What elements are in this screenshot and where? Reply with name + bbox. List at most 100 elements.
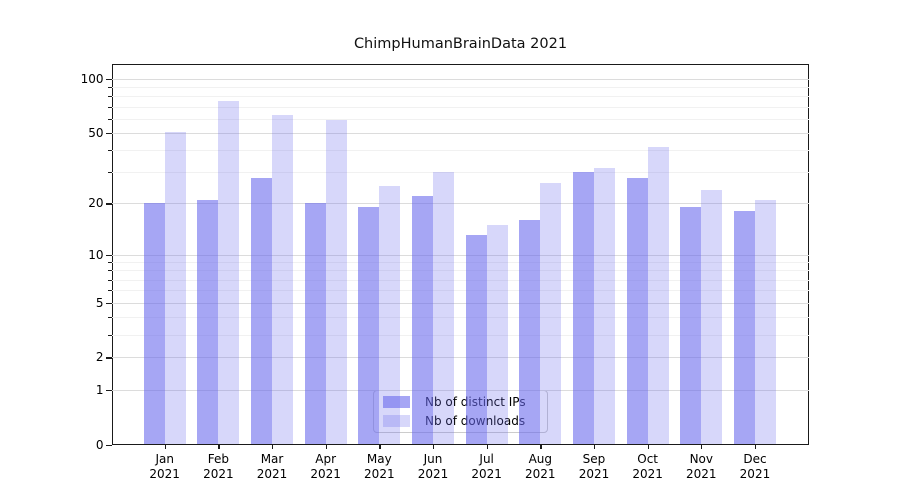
x-tick-label: Nov 2021 [686,451,717,482]
bar-nb-of-downloads-jan [164,131,186,445]
y-minor-tick [108,87,112,89]
gridline-major [111,254,809,256]
x-tick [218,444,220,449]
bar-nb-of-downloads-nov [701,189,723,445]
bar-nb-of-distinct-ips-sep [572,172,594,445]
x-tick [540,444,542,449]
y-minor-tick [108,106,112,108]
x-tick-label: Mar 2021 [256,451,288,482]
y-tick-label: 20 [88,196,104,211]
gridline-minor [111,334,809,336]
bar-nb-of-distinct-ips-jun [412,196,433,445]
bar-nb-of-distinct-ips-oct [626,177,648,445]
x-tick [486,444,488,449]
y-minor-tick [108,317,112,318]
x-tick-label: Apr 2021 [310,451,341,482]
gridline-major [111,133,809,135]
x-tick [593,444,596,449]
x-tick [701,444,703,449]
x-tick [272,444,274,449]
bar-nb-of-distinct-ips-jul [465,235,487,445]
x-tick-label: Dec 2021 [739,451,771,482]
bar-nb-of-distinct-ips-feb [197,199,219,445]
y-tick [105,133,112,135]
x-tick-label: Jul 2021 [471,451,502,482]
legend-swatch-downloads [383,415,410,427]
y-minor-tick [108,270,112,272]
legend-item-distinct-ips: Nb of distinct IPs [383,395,538,409]
bar-nb-of-distinct-ips-may [358,207,380,445]
bar-nb-of-downloads-mar [272,115,294,445]
x-tick-label: Jun 2021 [417,451,449,482]
bar-nb-of-distinct-ips-dec [733,211,755,445]
y-tick-label: 2 [95,350,104,365]
gridline-minor [111,96,809,98]
x-tick-label: Oct 2021 [632,451,663,482]
x-tick-label: Aug 2021 [525,451,556,482]
y-tick [105,302,112,304]
gridline-minor [111,150,809,152]
gridline-major [111,302,809,304]
bar-nb-of-downloads-sep [593,167,615,445]
y-minor-tick [108,290,112,292]
y-minor-tick [108,172,112,174]
chart-title: ChimpHumanBrainData 2021 [353,36,568,52]
bar-nb-of-downloads-feb [218,101,240,445]
x-tick [754,444,757,449]
bar-nb-of-distinct-ips-aug [519,220,541,445]
x-tick [325,444,327,449]
gridline-minor [111,172,809,174]
bar-nb-of-downloads-jul [486,224,508,445]
legend-item-downloads: Nb of downloads [383,414,538,428]
x-tick-label: Feb 2021 [203,451,234,482]
bar-nb-of-downloads-aug [540,183,562,445]
x-tick-label: May 2021 [364,451,395,482]
gridline-minor [111,279,809,281]
y-tick [105,78,112,81]
gridline-minor [111,270,809,272]
bar-nb-of-distinct-ips-mar [251,177,273,445]
bar-nb-of-downloads-jun [433,172,454,445]
y-minor-tick [108,96,112,98]
bar-nb-of-downloads-oct [647,146,669,445]
y-tick [105,444,112,446]
gridline-minor [111,317,809,318]
gridline-major [111,357,809,359]
y-tick [105,254,112,256]
bar-nb-of-distinct-ips-nov [680,207,702,445]
bar-nb-of-downloads-dec [754,199,776,445]
y-minor-tick [108,118,112,120]
x-tick [164,444,166,449]
y-tick [105,389,112,391]
gridline-minor [111,290,809,292]
y-tick-label: 100 [80,71,104,86]
y-tick-label: 0 [95,437,104,452]
bar-nb-of-distinct-ips-apr [304,203,326,445]
y-tick-label: 1 [95,382,104,397]
x-tick [647,444,649,449]
x-tick-label: Jan 2021 [149,451,180,482]
y-minor-tick [108,262,112,264]
gridline-major [111,389,809,391]
y-tick [105,357,112,359]
gridline-major [111,78,809,80]
gridline-minor [111,262,809,264]
x-tick [379,444,381,449]
y-tick-label: 50 [88,126,104,141]
gridline-major [111,203,809,205]
legend-swatch-distinct-ips [383,396,410,408]
y-tick-label: 10 [88,247,104,262]
gridline-minor [111,118,809,120]
bar-nb-of-distinct-ips-jan [143,203,165,445]
y-minor-tick [108,150,112,152]
x-tick-label: Sep 2021 [578,451,610,482]
bar-nb-of-downloads-apr [325,120,347,445]
y-tick-label: 5 [95,295,104,310]
x-tick [433,444,435,449]
bar-nb-of-downloads-may [379,186,401,445]
y-minor-tick [108,334,112,336]
gridline-minor [111,87,809,89]
gridline-minor [111,106,809,108]
y-tick [105,203,112,205]
